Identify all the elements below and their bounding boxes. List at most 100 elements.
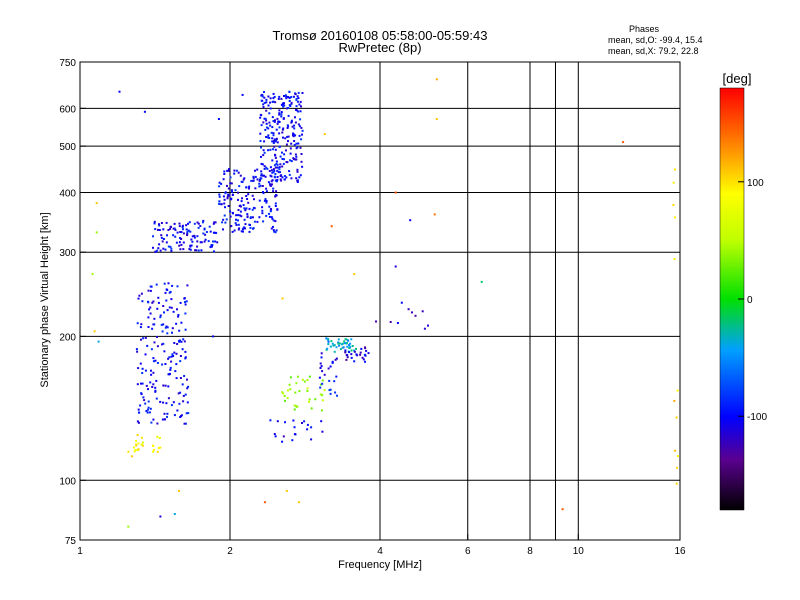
data-point (421, 310, 424, 313)
data-point (337, 342, 340, 345)
data-point (238, 205, 241, 207)
data-point (275, 229, 278, 232)
data-point (176, 308, 178, 311)
data-point (248, 185, 251, 188)
data-point (288, 383, 291, 386)
data-point (136, 383, 139, 386)
data-point (287, 107, 290, 109)
data-point (375, 320, 377, 323)
data-point (258, 199, 261, 202)
data-point (209, 230, 212, 233)
data-point (342, 346, 345, 349)
data-point (252, 227, 255, 230)
data-point (158, 229, 161, 231)
data-point (287, 96, 290, 98)
data-point (303, 380, 306, 383)
data-point (95, 202, 98, 205)
data-point (158, 224, 161, 227)
colorbar-tick-label: -100 (747, 412, 767, 423)
data-point (187, 385, 190, 388)
data-point (346, 354, 349, 356)
data-point (159, 446, 162, 449)
data-point (172, 227, 175, 230)
data-point (294, 158, 297, 161)
data-point (169, 368, 172, 371)
data-point (259, 184, 262, 187)
data-point (273, 138, 276, 141)
data-point (258, 182, 261, 185)
data-point (279, 175, 282, 177)
data-point (229, 215, 232, 218)
data-point (180, 340, 183, 343)
data-point (284, 421, 286, 424)
data-point (151, 386, 154, 388)
data-point (277, 120, 280, 123)
data-point (262, 220, 265, 223)
data-point (349, 345, 352, 348)
data-point (156, 345, 159, 348)
data-point (274, 154, 277, 157)
data-point (269, 183, 271, 186)
data-point (197, 249, 200, 252)
data-point (205, 231, 208, 233)
data-point (283, 102, 285, 105)
data-point (184, 356, 187, 359)
data-point (271, 126, 274, 129)
data-point (153, 341, 156, 344)
data-point (150, 373, 153, 376)
data-point (178, 241, 181, 244)
data-point (394, 265, 397, 268)
data-point (218, 200, 221, 203)
data-point (289, 105, 292, 107)
data-point (262, 121, 265, 124)
data-point (164, 326, 167, 329)
data-point (267, 95, 270, 98)
data-point (235, 224, 238, 226)
data-point (137, 448, 140, 451)
data-point (295, 98, 298, 101)
data-point (251, 208, 254, 211)
data-point (221, 221, 224, 224)
data-point (183, 422, 186, 425)
data-point (173, 351, 176, 354)
data-point (200, 241, 203, 244)
data-point (270, 180, 273, 183)
data-point (156, 336, 158, 338)
data-point (290, 142, 293, 145)
data-point (289, 152, 292, 155)
data-point (278, 166, 281, 169)
data-point (229, 176, 232, 179)
data-point (141, 441, 144, 444)
data-point (267, 136, 270, 139)
data-point (289, 388, 292, 391)
data-point (262, 149, 265, 152)
data-point (175, 241, 178, 244)
data-point (341, 342, 344, 345)
data-point (140, 382, 142, 385)
data-point (288, 100, 291, 102)
data-point (163, 282, 166, 285)
data-point (242, 178, 245, 181)
data-point (162, 342, 165, 345)
x-axis-label: Frequency [MHz] (338, 559, 422, 571)
data-point (171, 331, 173, 334)
data-point (292, 95, 295, 98)
data-point (254, 187, 257, 190)
data-point (262, 154, 265, 157)
data-point (337, 338, 340, 341)
data-point (223, 173, 226, 175)
data-point (183, 297, 186, 300)
data-point (263, 501, 266, 504)
data-point (269, 107, 272, 110)
data-point (265, 101, 268, 104)
data-point (230, 182, 233, 185)
data-point (414, 314, 417, 317)
data-point (672, 181, 675, 184)
data-point (158, 437, 161, 439)
data-point (288, 90, 291, 93)
data-point (142, 337, 145, 340)
data-point (217, 118, 220, 120)
data-point (202, 219, 205, 222)
data-point (174, 235, 177, 238)
data-point (259, 116, 262, 119)
